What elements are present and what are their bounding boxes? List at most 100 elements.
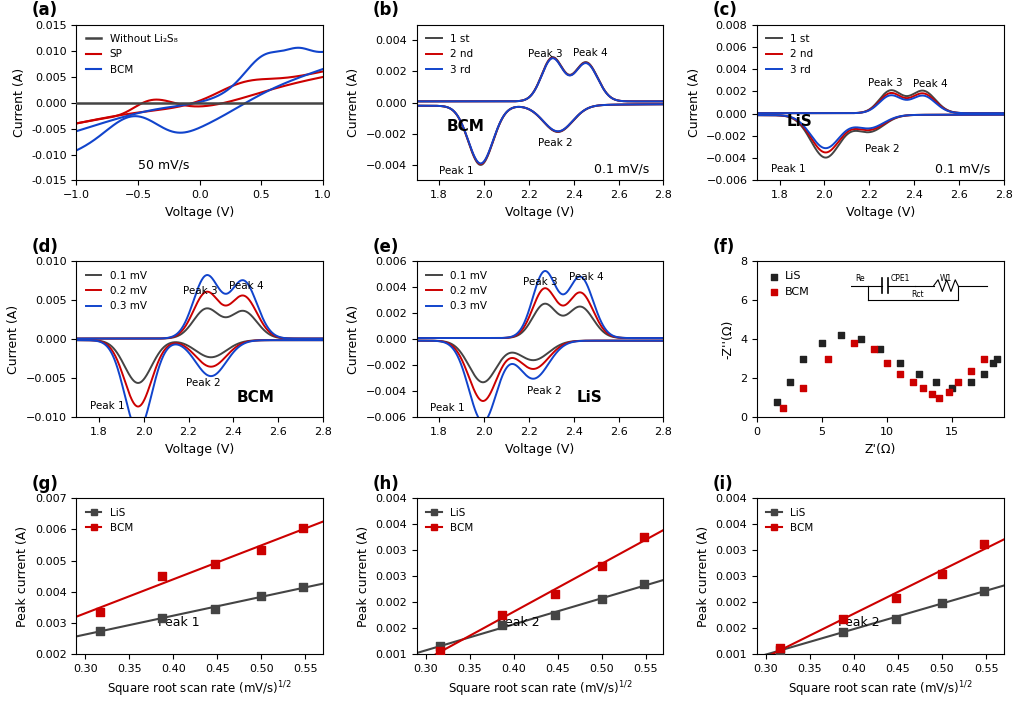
- Text: 50 mV/s: 50 mV/s: [139, 158, 190, 171]
- Point: [207, 558, 223, 569]
- LiS: [834, 329, 850, 341]
- X-axis label: Voltage (V): Voltage (V): [165, 443, 234, 455]
- BCM: [820, 354, 837, 365]
- Point: [154, 571, 170, 582]
- BCM: [924, 388, 941, 399]
- BCM: [795, 382, 811, 394]
- LiS: [814, 338, 830, 349]
- Text: 0.1 mV/s: 0.1 mV/s: [934, 163, 989, 176]
- Text: BCM: BCM: [236, 390, 274, 404]
- LiS: [963, 377, 979, 388]
- BCM: [942, 386, 958, 397]
- Point: [888, 592, 904, 604]
- Legend: 1 st, 2 nd, 3 rd: 1 st, 2 nd, 3 rd: [422, 30, 477, 78]
- Y-axis label: Current (A): Current (A): [347, 305, 361, 374]
- Text: Peak 3: Peak 3: [523, 277, 557, 287]
- Text: Peak 1: Peak 1: [430, 403, 465, 413]
- Legend: LiS, BCM: LiS, BCM: [82, 503, 138, 537]
- Point: [594, 594, 610, 605]
- Legend: Without Li₂S₈, SP, BCM: Without Li₂S₈, SP, BCM: [82, 30, 181, 78]
- X-axis label: Voltage (V): Voltage (V): [505, 206, 575, 218]
- Point: [976, 585, 993, 596]
- Text: (b): (b): [372, 1, 399, 19]
- LiS: [989, 354, 1006, 365]
- BCM: [905, 377, 921, 388]
- Legend: 0.1 mV, 0.2 mV, 0.3 mV: 0.1 mV, 0.2 mV, 0.3 mV: [82, 267, 151, 315]
- BCM: [963, 365, 979, 376]
- Point: [636, 578, 652, 590]
- Point: [636, 532, 652, 543]
- BCM: [892, 369, 908, 380]
- Point: [296, 581, 312, 592]
- BCM: [847, 338, 863, 349]
- Point: [254, 590, 270, 602]
- Text: Peak 4: Peak 4: [229, 281, 264, 291]
- Text: (c): (c): [712, 1, 738, 19]
- Point: [92, 607, 108, 618]
- Text: Peak 4: Peak 4: [573, 48, 607, 58]
- Text: Peak 4: Peak 4: [913, 79, 948, 89]
- Point: [835, 613, 851, 624]
- Point: [772, 644, 789, 655]
- X-axis label: Z'(Ω): Z'(Ω): [865, 443, 896, 455]
- Text: 0.1 mV/s: 0.1 mV/s: [594, 163, 649, 176]
- Text: Peak 1: Peak 1: [158, 616, 200, 629]
- Text: Peak 3: Peak 3: [528, 49, 562, 59]
- BCM: [950, 377, 966, 388]
- BCM: [930, 392, 947, 404]
- Point: [933, 597, 950, 609]
- Point: [207, 603, 223, 614]
- Point: [494, 609, 511, 621]
- Legend: LiS, BCM: LiS, BCM: [762, 503, 818, 537]
- Y-axis label: Current (A): Current (A): [12, 68, 25, 137]
- Text: Peak 2: Peak 2: [865, 144, 900, 153]
- Text: (i): (i): [712, 475, 734, 493]
- Text: Peak 2: Peak 2: [186, 378, 221, 388]
- Y-axis label: Current (A): Current (A): [347, 68, 361, 137]
- BCM: [976, 354, 993, 365]
- LiS: [976, 369, 993, 380]
- LiS: [892, 357, 908, 368]
- BCM: [915, 382, 931, 394]
- Text: (d): (d): [32, 238, 59, 256]
- Y-axis label: -Z''(Ω): -Z''(Ω): [721, 320, 735, 359]
- Point: [432, 645, 448, 657]
- Text: Peak 2: Peak 2: [839, 616, 880, 629]
- Text: (a): (a): [32, 1, 58, 19]
- Point: [594, 560, 610, 571]
- Text: LiS: LiS: [787, 114, 812, 129]
- Point: [933, 568, 950, 579]
- Text: Peak 2: Peak 2: [498, 616, 540, 629]
- Point: [547, 589, 564, 600]
- X-axis label: Square root scan rate (mV/s)$^{1/2}$: Square root scan rate (mV/s)$^{1/2}$: [107, 679, 292, 699]
- Point: [92, 625, 108, 636]
- Point: [547, 609, 564, 621]
- Text: Peak 3: Peak 3: [868, 78, 903, 88]
- Legend: 0.1 mV, 0.2 mV, 0.3 mV: 0.1 mV, 0.2 mV, 0.3 mV: [422, 267, 491, 315]
- LiS: [928, 377, 945, 388]
- Text: LiS: LiS: [577, 390, 603, 404]
- LiS: [911, 369, 927, 380]
- BCM: [878, 357, 895, 368]
- LiS: [985, 357, 1002, 368]
- LiS: [768, 396, 785, 407]
- Text: Peak 1: Peak 1: [439, 166, 474, 176]
- Point: [432, 641, 448, 652]
- LiS: [872, 344, 889, 355]
- Point: [494, 620, 511, 631]
- Text: Peak 2: Peak 2: [538, 139, 573, 148]
- Text: Peak 1: Peak 1: [770, 163, 805, 174]
- Point: [772, 642, 789, 653]
- Text: Peak 1: Peak 1: [90, 402, 124, 411]
- X-axis label: Voltage (V): Voltage (V): [165, 206, 234, 218]
- Point: [154, 612, 170, 624]
- Legend: 1 st, 2 nd, 3 rd: 1 st, 2 nd, 3 rd: [762, 30, 817, 78]
- X-axis label: Square root scan rate (mV/s)$^{1/2}$: Square root scan rate (mV/s)$^{1/2}$: [447, 679, 633, 699]
- X-axis label: Square root scan rate (mV/s)$^{1/2}$: Square root scan rate (mV/s)$^{1/2}$: [788, 679, 973, 699]
- LiS: [853, 334, 869, 345]
- X-axis label: Voltage (V): Voltage (V): [505, 443, 575, 455]
- Y-axis label: Current (A): Current (A): [7, 305, 20, 374]
- Y-axis label: Peak current (A): Peak current (A): [16, 525, 30, 626]
- X-axis label: Voltage (V): Voltage (V): [846, 206, 915, 218]
- BCM: [774, 402, 791, 413]
